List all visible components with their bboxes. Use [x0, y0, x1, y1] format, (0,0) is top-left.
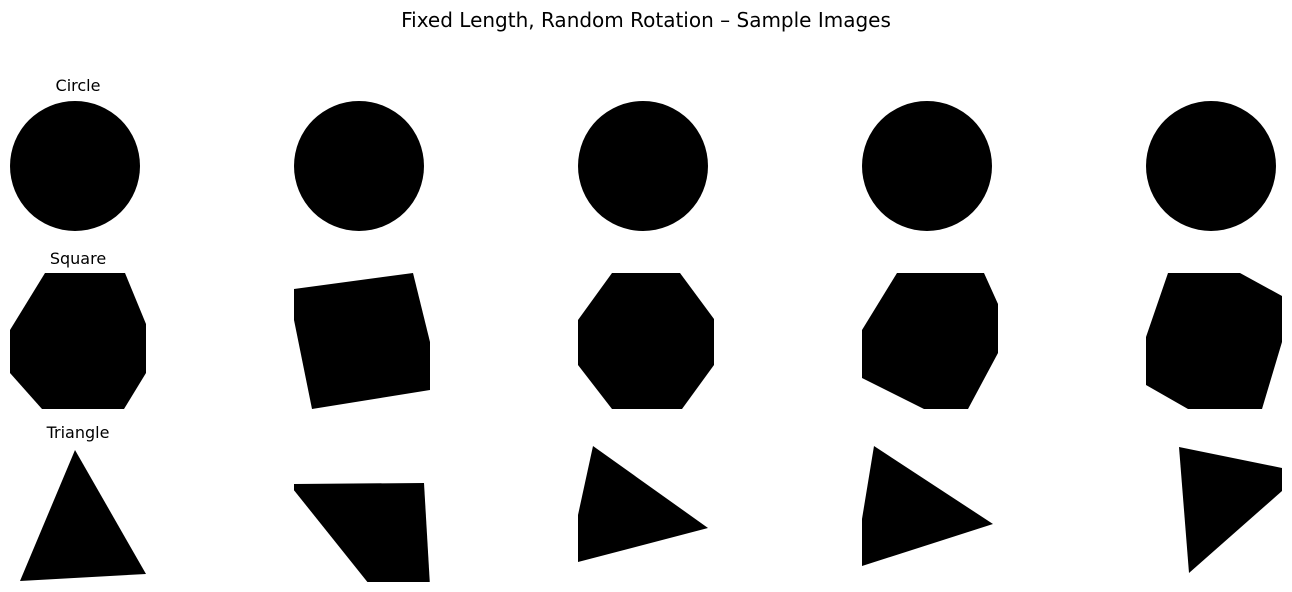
- sample-image-square-3: [578, 273, 714, 409]
- square-fill-2: [294, 273, 430, 409]
- circle-fill-3: [578, 101, 708, 231]
- circle-fill-2: [294, 101, 424, 231]
- square-shape-2: [294, 273, 430, 409]
- sample-image-square-5: [1146, 273, 1282, 409]
- triangle-fill-3: [578, 446, 708, 562]
- circle-shape-1: [10, 101, 140, 231]
- square-fill-4: [862, 273, 998, 409]
- triangle-shape-5: [1179, 447, 1282, 573]
- circle-shape-4: [862, 101, 992, 231]
- square-shape-5: [1146, 273, 1282, 409]
- sample-image-circle-4: [862, 101, 998, 237]
- sample-image-triangle-1: [10, 446, 146, 582]
- sample-image-triangle-4: [862, 446, 998, 582]
- sample-image-circle-3: [578, 101, 714, 237]
- square-fill-5: [1146, 273, 1282, 409]
- triangle-shape-1: [20, 450, 146, 581]
- circle-shape-5: [1146, 101, 1276, 231]
- sample-image-square-2: [294, 273, 430, 409]
- circle-fill-1: [10, 101, 140, 231]
- circle-shape-3: [578, 101, 708, 231]
- square-fill-1: [10, 273, 146, 409]
- row-label-triangle: Triangle: [46, 423, 110, 442]
- sample-image-triangle-3: [578, 446, 714, 582]
- sample-image-square-4: [862, 273, 998, 409]
- circle-fill-5: [1146, 101, 1276, 231]
- triangle-shape-2: [294, 483, 430, 582]
- triangle-shape-3: [578, 446, 708, 562]
- sample-image-triangle-5: [1146, 446, 1282, 582]
- square-shape-1: [10, 273, 146, 409]
- row-label-circle: Circle: [55, 76, 101, 95]
- circle-shape-2: [294, 101, 424, 231]
- triangle-fill-5: [1179, 447, 1282, 573]
- sample-image-triangle-2: [294, 446, 430, 582]
- triangle-fill-2: [294, 483, 430, 582]
- sample-image-circle-2: [294, 101, 430, 237]
- triangle-shape-4: [862, 446, 993, 566]
- row-label-square: Square: [49, 249, 107, 268]
- square-fill-3: [578, 273, 714, 409]
- square-shape-4: [862, 273, 998, 409]
- triangle-fill-1: [20, 450, 146, 581]
- figure-title: Fixed Length, Random Rotation – Sample I…: [401, 8, 891, 32]
- sample-image-circle-1: [10, 101, 146, 237]
- circle-fill-4: [862, 101, 992, 231]
- square-shape-3: [578, 273, 714, 409]
- sample-image-square-1: [10, 273, 146, 409]
- triangle-fill-4: [862, 446, 993, 566]
- sample-image-circle-5: [1146, 101, 1282, 237]
